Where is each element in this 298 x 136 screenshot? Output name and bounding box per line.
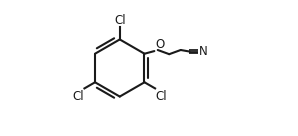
Text: N: N: [199, 45, 208, 58]
Text: Cl: Cl: [114, 13, 125, 27]
Text: Cl: Cl: [156, 90, 167, 103]
Text: O: O: [155, 38, 164, 51]
Text: Cl: Cl: [72, 90, 84, 103]
